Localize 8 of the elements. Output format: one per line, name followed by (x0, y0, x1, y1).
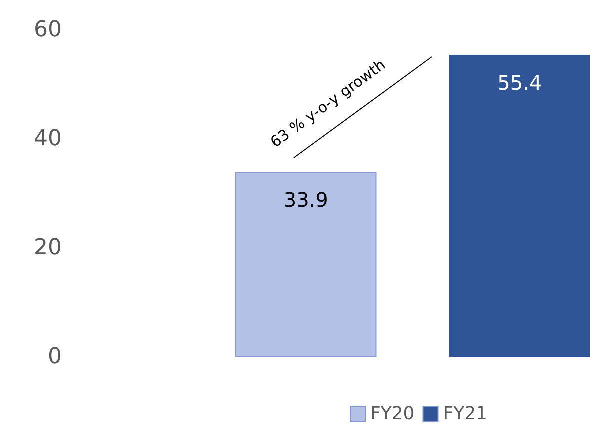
y-tick-label: 0 (48, 344, 62, 370)
data-label: 33.9 (284, 188, 328, 212)
legend-label: FY20 (370, 404, 415, 424)
y-tick-label: 60 (34, 18, 62, 42)
y-tick-label: 20 (34, 236, 62, 260)
y-tick-label: 40 (34, 126, 62, 152)
data-label: 55.4 (498, 71, 542, 96)
legend-label: FY21 (443, 404, 488, 424)
